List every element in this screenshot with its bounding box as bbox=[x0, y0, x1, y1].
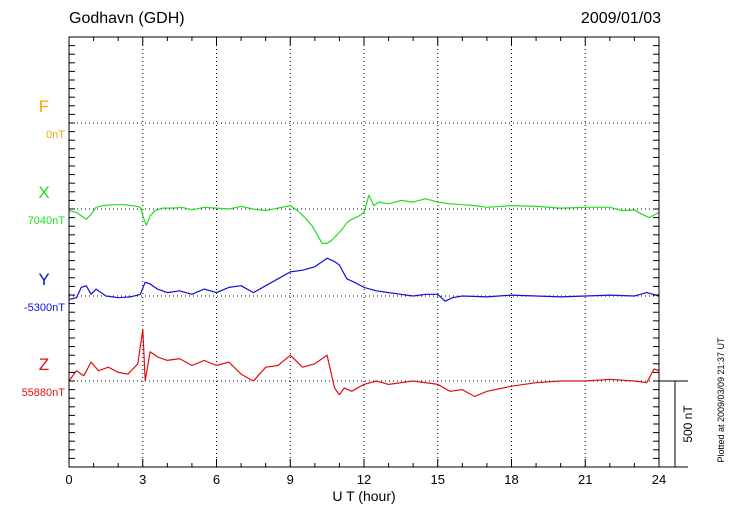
series-baseline-z: 55880nT bbox=[21, 387, 65, 399]
series-name-x: X bbox=[38, 183, 50, 202]
x-tick-label: 12 bbox=[356, 472, 372, 487]
series-name-y: Y bbox=[38, 270, 50, 289]
scale-bar-label: 500 nT bbox=[681, 405, 695, 443]
x-axis-label: U T (hour) bbox=[332, 488, 396, 504]
series-name-f: F bbox=[38, 97, 50, 116]
x-tick-label: 0 bbox=[65, 472, 73, 487]
date-title: 2009/01/03 bbox=[580, 10, 661, 27]
series-line-x bbox=[68, 194, 660, 244]
x-tick-label: 15 bbox=[430, 472, 445, 487]
grid-lines bbox=[69, 37, 659, 467]
x-tick-label: 18 bbox=[504, 472, 519, 487]
series-baseline-y: -5300nT bbox=[24, 302, 65, 314]
series-baseline-x: 7040nT bbox=[27, 215, 65, 227]
series-line-y bbox=[68, 257, 660, 302]
series-lines bbox=[68, 194, 660, 398]
x-tick-label: 3 bbox=[139, 472, 147, 487]
series-line-z bbox=[68, 328, 660, 398]
scale-bar bbox=[659, 380, 688, 468]
station-title: Godhavn (GDH) bbox=[69, 10, 185, 27]
x-tick-label: 6 bbox=[212, 472, 221, 487]
plotted-timestamp: Plotted at 2009/03/09 21:37 UT bbox=[716, 337, 726, 463]
x-tick-label: 24 bbox=[651, 472, 667, 487]
series-baseline-f: 0nT bbox=[46, 129, 65, 141]
series-name-z: Z bbox=[38, 355, 50, 374]
tick-marks bbox=[68, 36, 660, 468]
x-tick-label: 21 bbox=[578, 472, 593, 487]
x-tick-label: 9 bbox=[286, 472, 294, 487]
